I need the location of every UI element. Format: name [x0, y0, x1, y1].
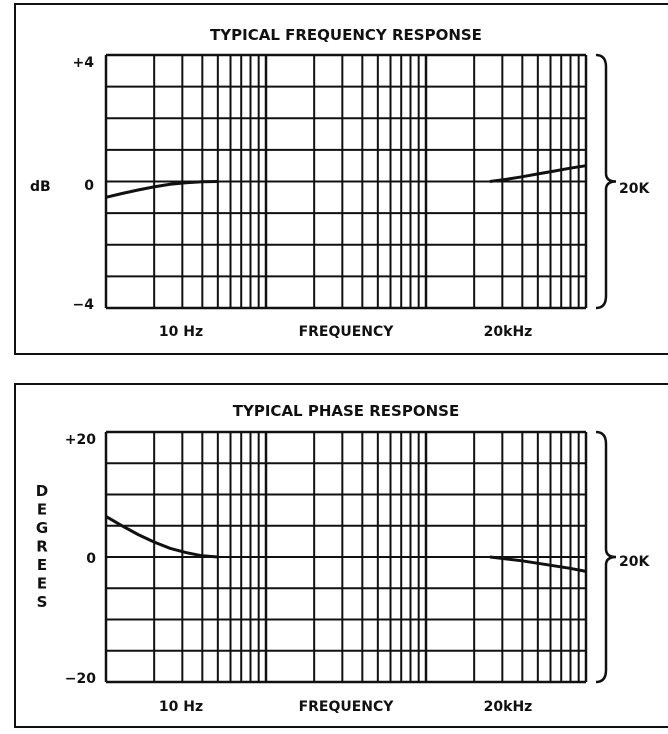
y-axis-label-letter: E — [37, 575, 47, 593]
response-curve-low — [105, 180, 219, 199]
phase-response-chart: TYPICAL PHASE RESPONSE +20 0 −20 DEGREES… — [36, 402, 651, 715]
range-bracket — [595, 430, 617, 684]
y-axis-label-letter: E — [37, 501, 47, 519]
y-tick-label-bottom: −20 — [65, 671, 96, 687]
y-tick-label-top: +20 — [65, 432, 96, 448]
response-curve-high — [489, 555, 587, 573]
x-tick-label-20khz: 20kHz — [484, 699, 533, 715]
y-axis-label-letter: E — [37, 556, 47, 574]
chart-grid — [104, 430, 588, 684]
range-bracket — [595, 53, 617, 310]
y-axis-label-letter: D — [36, 482, 48, 500]
x-tick-label-10hz: 10 Hz — [159, 324, 203, 340]
x-tick-label-20khz: 20kHz — [484, 324, 533, 340]
chart-series — [105, 515, 587, 573]
y-axis-label-letter: R — [36, 538, 48, 556]
y-axis-label-letter: S — [37, 593, 48, 611]
bracket-label: 20K — [619, 554, 650, 570]
chart-grid — [104, 53, 588, 310]
y-axis-label: dB — [30, 179, 51, 195]
chart-series — [105, 164, 587, 199]
response-curve-high — [489, 164, 587, 183]
frequency-response-chart: TYPICAL FREQUENCY RESPONSE +4 0 −4 dB 10… — [30, 26, 650, 340]
y-axis-label-letter: G — [36, 519, 48, 537]
chart-title: TYPICAL FREQUENCY RESPONSE — [210, 26, 482, 44]
y-tick-label-zero: 0 — [86, 551, 96, 567]
x-axis-label: FREQUENCY — [299, 324, 395, 340]
y-tick-label-top: +4 — [73, 55, 95, 71]
bracket-label: 20K — [619, 181, 650, 197]
response-curve-low — [105, 515, 219, 559]
frequency-response-panel: TYPICAL FREQUENCY RESPONSE +4 0 −4 dB 10… — [14, 3, 668, 355]
chart-title: TYPICAL PHASE RESPONSE — [233, 402, 459, 420]
x-tick-label-10hz: 10 Hz — [159, 699, 203, 715]
x-axis-label: FREQUENCY — [299, 699, 395, 715]
y-tick-label-bottom: −4 — [73, 297, 95, 313]
y-tick-label-zero: 0 — [84, 178, 94, 194]
